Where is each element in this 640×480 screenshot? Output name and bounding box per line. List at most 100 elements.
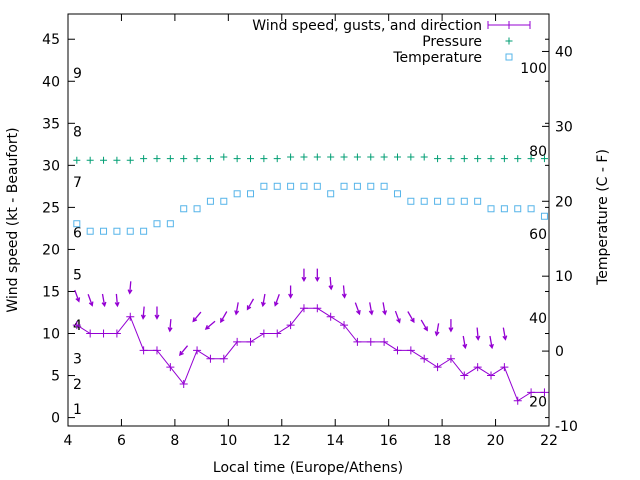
x-tick-label: 14 — [326, 433, 344, 449]
beaufort-label: 9 — [73, 66, 82, 82]
pressure-point — [353, 153, 361, 161]
fahrenheit-label: 80 — [529, 144, 547, 160]
pressure-point — [220, 153, 228, 161]
temperature-point — [460, 197, 468, 205]
temperature-point — [500, 205, 508, 213]
y2-tick-label: 10 — [555, 269, 573, 285]
pressure-point — [247, 155, 255, 163]
pressure-point — [367, 153, 375, 161]
temperature-point — [153, 220, 161, 228]
wind-speed-point — [206, 354, 215, 363]
y-tick-label: 15 — [42, 284, 60, 300]
y-tick-label: 25 — [42, 200, 60, 216]
wind-speed-point — [246, 337, 255, 346]
wind-speed-point — [326, 312, 335, 321]
gust-arrow — [420, 319, 428, 332]
temperature-point — [434, 197, 442, 205]
gust-arrow — [167, 319, 173, 333]
gust-arrow — [204, 320, 216, 330]
wind-speed-point — [179, 379, 188, 388]
wind-speed-point — [99, 329, 108, 338]
gust-arrow — [127, 281, 133, 295]
wind-speed-point — [72, 321, 81, 330]
y-tick-label: 40 — [42, 74, 60, 90]
legend-marker-pressure — [505, 37, 513, 45]
temperature-point — [287, 182, 295, 190]
pressure-point — [86, 156, 94, 164]
x-tick-label: 8 — [170, 433, 179, 449]
gust-arrow — [260, 293, 266, 308]
x-tick-label: 12 — [273, 433, 291, 449]
temperature-point — [140, 227, 148, 235]
gust-arrow — [489, 335, 494, 350]
temperature-point — [474, 197, 482, 205]
beaufort-label: 6 — [73, 226, 82, 242]
temperature-point — [273, 182, 281, 190]
gust-arrow — [382, 302, 388, 316]
temperature-point — [353, 182, 361, 190]
x-tick-label: 20 — [487, 433, 505, 449]
wind-speed-point — [353, 337, 362, 346]
pressure-point — [260, 155, 268, 163]
temperature-point — [126, 227, 134, 235]
pressure-point — [474, 155, 482, 163]
wind-speed-point — [540, 388, 549, 397]
gust-arrow — [328, 277, 334, 291]
fahrenheit-label: 100 — [520, 61, 547, 77]
x-tick-label: 18 — [433, 433, 451, 449]
temperature-point — [367, 182, 375, 190]
pressure-point — [166, 155, 174, 163]
gust-arrow — [462, 335, 468, 350]
wind-speed-point — [420, 354, 429, 363]
x-tick-label: 16 — [380, 433, 398, 449]
temperature-point — [113, 227, 121, 235]
y-tick-label: 20 — [42, 242, 60, 258]
pressure-point — [420, 153, 428, 161]
gust-arrow — [234, 302, 240, 316]
temperature-point — [487, 205, 495, 213]
wind-speed-point — [259, 329, 268, 338]
gust-arrow — [220, 311, 228, 324]
gust-arrow — [273, 294, 280, 307]
gust-arrow — [288, 285, 294, 299]
wind-speed-point — [487, 371, 496, 380]
wind-speed-point — [152, 346, 161, 355]
y2-tick-label: 40 — [555, 44, 573, 60]
wind-speed-point — [473, 363, 482, 372]
temperature-point — [220, 197, 228, 205]
fahrenheit-label: 60 — [529, 227, 547, 243]
gust-arrow — [101, 293, 107, 308]
wind-speed-point — [313, 304, 322, 313]
y2-tick-label: 30 — [555, 119, 573, 135]
gust-arrow — [448, 319, 454, 333]
wind-speed-point — [513, 396, 522, 405]
pressure-point — [206, 155, 214, 163]
wind-speed-point — [460, 371, 469, 380]
gust-arrow — [354, 302, 361, 316]
temperature-point — [233, 190, 241, 198]
wind-speed-point — [219, 354, 228, 363]
wind-speed-point — [393, 346, 402, 355]
y-tick-label: 30 — [42, 158, 60, 174]
pressure-point — [153, 155, 161, 163]
pressure-point — [527, 155, 535, 163]
y2-axis-label: Temperature (C - F) — [595, 149, 611, 286]
gust-arrow — [314, 268, 320, 283]
gust-arrow — [246, 298, 255, 311]
temperature-point — [166, 220, 174, 228]
wind-speed-point — [433, 363, 442, 372]
pressure-point — [514, 155, 522, 163]
pressure-point — [460, 155, 468, 163]
beaufort-label: 7 — [73, 175, 82, 191]
beaufort-label: 1 — [73, 402, 82, 418]
pressure-point — [126, 156, 134, 164]
wind-speed-point — [527, 388, 536, 397]
x-axis-label: Local time (Europe/Athens) — [213, 460, 403, 476]
legend-label-pressure: Pressure — [422, 34, 482, 50]
pressure-point — [100, 156, 108, 164]
gust-arrow — [178, 345, 189, 356]
pressure-point — [500, 155, 508, 163]
legend-label-temperature: Temperature — [392, 50, 482, 66]
